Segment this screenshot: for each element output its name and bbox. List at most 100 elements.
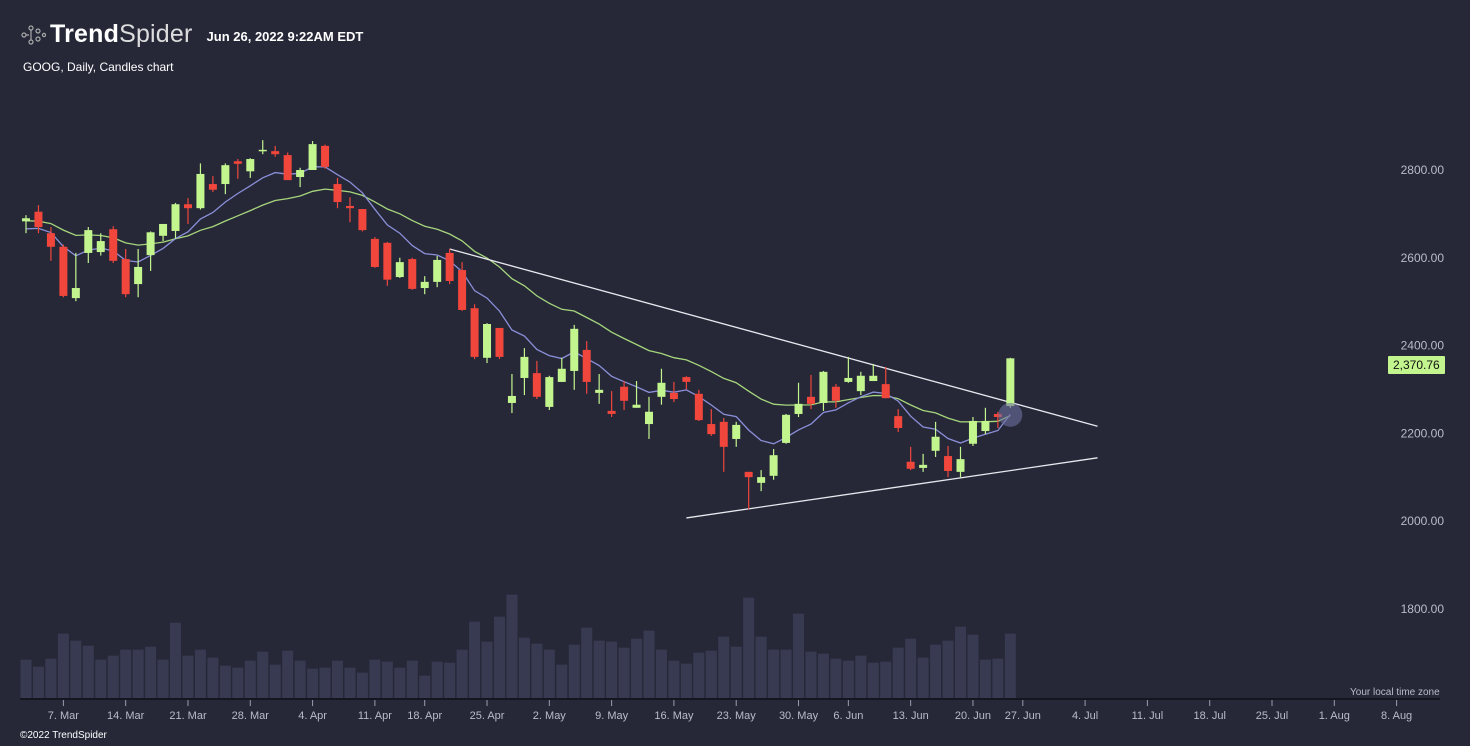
candle[interactable] bbox=[196, 163, 205, 210]
candle[interactable] bbox=[507, 374, 516, 414]
candle[interactable] bbox=[856, 371, 865, 396]
candle[interactable] bbox=[483, 323, 492, 364]
candle[interactable] bbox=[919, 453, 928, 472]
candle[interactable] bbox=[869, 363, 878, 382]
volume-bar bbox=[481, 641, 493, 699]
candle[interactable] bbox=[557, 357, 566, 382]
candle[interactable] bbox=[1006, 357, 1015, 408]
candle[interactable] bbox=[570, 324, 579, 390]
candle[interactable] bbox=[34, 205, 43, 234]
candle[interactable] bbox=[669, 381, 678, 403]
candle[interactable] bbox=[956, 446, 965, 478]
candle[interactable] bbox=[906, 446, 915, 471]
candle[interactable] bbox=[894, 409, 903, 432]
candle[interactable] bbox=[595, 374, 604, 404]
candle[interactable] bbox=[146, 231, 155, 271]
candle[interactable] bbox=[532, 360, 541, 400]
candle[interactable] bbox=[246, 158, 255, 178]
candle[interactable] bbox=[682, 376, 691, 390]
candle[interactable] bbox=[208, 176, 217, 192]
candle[interactable] bbox=[408, 257, 417, 290]
candle[interactable] bbox=[109, 226, 118, 264]
candle[interactable] bbox=[258, 140, 267, 155]
y-tick-label: 2400.00 bbox=[1401, 339, 1445, 353]
candle[interactable] bbox=[470, 304, 479, 360]
candle[interactable] bbox=[22, 215, 30, 234]
candle[interactable] bbox=[358, 209, 367, 232]
candle[interactable] bbox=[782, 413, 791, 444]
volume-bar bbox=[344, 667, 356, 699]
candle[interactable] bbox=[433, 255, 442, 288]
candle[interactable] bbox=[657, 368, 666, 405]
candle[interactable] bbox=[96, 233, 105, 256]
candle-body bbox=[34, 211, 43, 228]
candle[interactable] bbox=[458, 262, 467, 311]
trendline-upper[interactable] bbox=[449, 248, 1098, 427]
candle[interactable] bbox=[345, 197, 354, 223]
candle[interactable] bbox=[993, 411, 1002, 428]
candle-body bbox=[121, 259, 130, 295]
candle[interactable] bbox=[844, 356, 853, 383]
candle-body bbox=[370, 238, 379, 267]
candle[interactable] bbox=[931, 421, 940, 457]
candle[interactable] bbox=[271, 145, 280, 157]
candle[interactable] bbox=[757, 470, 766, 492]
candle[interactable] bbox=[296, 167, 305, 188]
candle[interactable] bbox=[321, 144, 330, 169]
candle[interactable] bbox=[308, 141, 317, 170]
candle[interactable] bbox=[283, 152, 292, 181]
volume-bar bbox=[992, 658, 1004, 699]
candle[interactable] bbox=[881, 366, 890, 399]
candle[interactable] bbox=[794, 382, 803, 418]
candle[interactable] bbox=[171, 202, 180, 239]
candle[interactable] bbox=[769, 449, 778, 480]
candle[interactable] bbox=[46, 227, 55, 261]
volume-bar bbox=[493, 616, 505, 699]
x-tick-label: 25. Jul bbox=[1256, 710, 1288, 722]
volume-bar bbox=[32, 666, 44, 699]
volume-bar bbox=[107, 655, 119, 699]
candle[interactable] bbox=[944, 445, 953, 478]
candle[interactable] bbox=[333, 177, 342, 209]
selection-marker[interactable] bbox=[998, 402, 1023, 427]
candle-body bbox=[458, 270, 467, 310]
candle[interactable] bbox=[719, 417, 728, 472]
candle[interactable] bbox=[370, 237, 379, 268]
volume-bar bbox=[406, 660, 418, 699]
candle-body bbox=[669, 392, 678, 400]
candle[interactable] bbox=[831, 384, 840, 408]
candle[interactable] bbox=[707, 409, 716, 436]
candle[interactable] bbox=[732, 421, 741, 447]
candle[interactable] bbox=[121, 248, 130, 298]
candle[interactable] bbox=[84, 227, 93, 264]
candle[interactable] bbox=[744, 471, 753, 510]
candle[interactable] bbox=[59, 244, 68, 298]
candle[interactable] bbox=[620, 381, 629, 410]
candle[interactable] bbox=[159, 223, 168, 242]
candle[interactable] bbox=[445, 248, 454, 285]
trendline-lower[interactable] bbox=[686, 457, 1098, 519]
candle[interactable] bbox=[582, 341, 591, 394]
candle[interactable] bbox=[545, 375, 554, 410]
candle[interactable] bbox=[520, 348, 529, 396]
candle[interactable] bbox=[495, 327, 504, 360]
candle[interactable] bbox=[71, 252, 80, 302]
candle[interactable] bbox=[632, 381, 641, 408]
candle-body bbox=[557, 368, 566, 382]
candle[interactable] bbox=[645, 396, 653, 439]
candle[interactable] bbox=[183, 198, 192, 224]
candle[interactable] bbox=[607, 391, 616, 418]
candle[interactable] bbox=[968, 417, 977, 446]
candle[interactable] bbox=[383, 241, 392, 286]
candle[interactable] bbox=[233, 159, 242, 179]
candle[interactable] bbox=[806, 374, 815, 410]
candle[interactable] bbox=[420, 276, 429, 295]
candle[interactable] bbox=[819, 370, 828, 411]
candle[interactable] bbox=[134, 248, 143, 298]
candle[interactable] bbox=[981, 407, 990, 435]
candle[interactable] bbox=[694, 389, 703, 421]
candle[interactable] bbox=[395, 257, 404, 278]
x-tick-label: 2. May bbox=[533, 710, 567, 722]
candle[interactable] bbox=[221, 163, 230, 195]
